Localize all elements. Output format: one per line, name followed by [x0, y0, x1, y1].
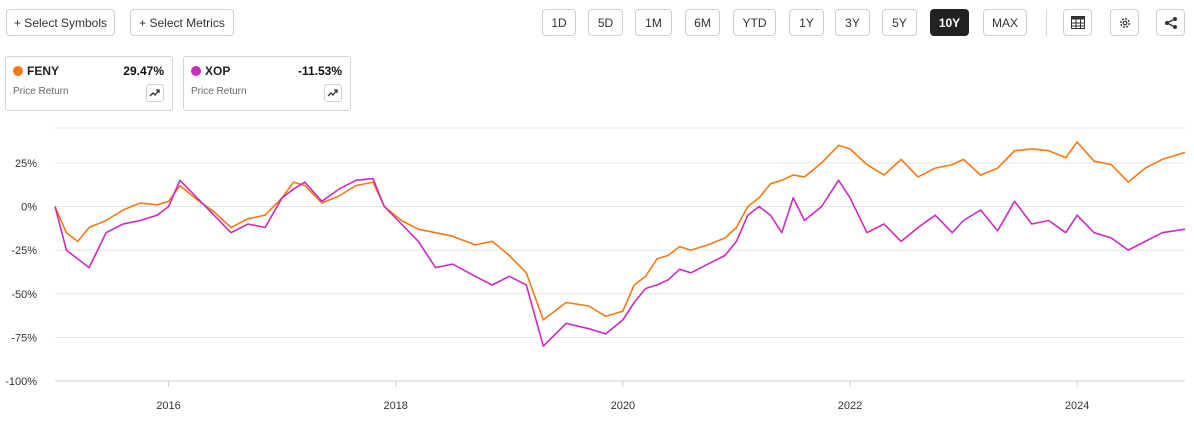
share-icon — [1164, 16, 1177, 29]
x-tick-label: 2022 — [838, 400, 862, 412]
trend-chart-button[interactable] — [146, 84, 164, 102]
settings-button[interactable] — [1110, 9, 1139, 36]
symbol-name: XOP — [205, 64, 231, 78]
range-1d-button[interactable]: 1D — [542, 9, 576, 36]
table-view-button[interactable] — [1063, 9, 1092, 36]
x-tick-label: 2020 — [611, 400, 635, 412]
y-tick-label: -75% — [11, 332, 37, 344]
symbol-card-xop[interactable]: XOP -11.53% Price Return — [183, 56, 351, 111]
trend-chart-button[interactable] — [324, 84, 342, 102]
y-tick-label: -25% — [11, 245, 37, 257]
y-tick-label: -50% — [11, 289, 37, 301]
metric-label: Price Return — [191, 86, 247, 97]
series-line-feny — [54, 141, 1186, 321]
symbol-card-feny[interactable]: FENY 29.47% Price Return — [5, 56, 173, 111]
range-1m-button[interactable]: 1M — [635, 9, 672, 36]
trend-chart-icon — [149, 89, 160, 97]
series-line-xop — [54, 177, 1186, 347]
trend-chart-icon — [327, 89, 338, 97]
range-5y-button[interactable]: 5Y — [882, 9, 917, 36]
range-max-button[interactable]: MAX — [983, 9, 1027, 36]
return-value: -11.53% — [297, 64, 342, 78]
select-metrics-button[interactable]: + Select Metrics — [130, 9, 234, 36]
y-tick-label: -100% — [5, 376, 37, 388]
chart-toolbar: + Select Symbols + Select Metrics 1D 5D … — [0, 0, 1194, 45]
range-5d-button[interactable]: 5D — [588, 9, 623, 36]
toolbar-divider — [1046, 9, 1047, 36]
settings-gear-icon — [1119, 17, 1130, 28]
y-tick-label: 25% — [15, 158, 37, 170]
symbol-name: FENY — [27, 64, 60, 78]
share-button[interactable] — [1156, 9, 1185, 36]
x-tick-label: 2018 — [383, 400, 407, 412]
table-icon — [1070, 16, 1085, 29]
x-tick-label: 2016 — [156, 400, 180, 412]
select-symbols-button[interactable]: + Select Symbols — [6, 9, 115, 36]
range-1y-button[interactable]: 1Y — [789, 9, 824, 36]
metric-label: Price Return — [13, 86, 69, 97]
return-value: 29.47% — [123, 64, 164, 78]
x-tick-label: 2024 — [1065, 400, 1089, 412]
range-3y-button[interactable]: 3Y — [835, 9, 870, 36]
y-tick-label: 0% — [21, 202, 37, 214]
range-10y-button[interactable]: 10Y — [930, 9, 969, 36]
range-6m-button[interactable]: 6M — [685, 9, 720, 36]
series-color-dot — [191, 66, 201, 76]
series-color-dot — [13, 66, 23, 76]
range-ytd-button[interactable]: YTD — [733, 9, 776, 36]
